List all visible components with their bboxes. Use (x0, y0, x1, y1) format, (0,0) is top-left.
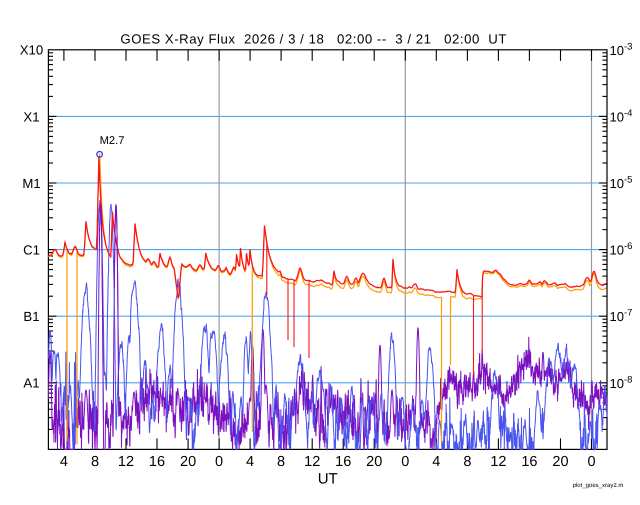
svg-text:16: 16 (335, 454, 351, 470)
svg-text:X1: X1 (23, 109, 39, 124)
svg-text:0: 0 (587, 454, 595, 470)
svg-text:plot_goes_xray2.m: plot_goes_xray2.m (573, 482, 624, 489)
svg-text:8: 8 (91, 454, 99, 470)
svg-text:8: 8 (277, 454, 285, 470)
svg-text:GOES X-Ray Flux 2026 / 3 / 18: GOES X-Ray Flux 2026 / 3 / 18 02:00 -- 3… (120, 31, 506, 46)
svg-text:B1: B1 (23, 309, 39, 324)
svg-text:20: 20 (552, 454, 568, 470)
svg-text:4: 4 (432, 454, 440, 470)
svg-text:16: 16 (521, 454, 537, 470)
svg-text:0: 0 (215, 454, 223, 470)
svg-text:20: 20 (366, 454, 382, 470)
svg-text:C1: C1 (23, 243, 40, 258)
svg-text:M1: M1 (22, 176, 40, 191)
svg-text:UT: UT (318, 471, 338, 488)
svg-text:12: 12 (118, 454, 134, 470)
svg-text:A1: A1 (23, 376, 39, 391)
svg-text:0: 0 (401, 454, 409, 470)
svg-text:M2.7: M2.7 (100, 135, 125, 147)
svg-text:16: 16 (149, 454, 165, 470)
svg-text:4: 4 (246, 454, 254, 470)
svg-text:8: 8 (463, 454, 471, 470)
svg-text:12: 12 (304, 454, 320, 470)
svg-text:20: 20 (180, 454, 196, 470)
svg-text:4: 4 (60, 454, 68, 470)
svg-text:X10: X10 (20, 43, 43, 58)
svg-text:12: 12 (490, 454, 506, 470)
